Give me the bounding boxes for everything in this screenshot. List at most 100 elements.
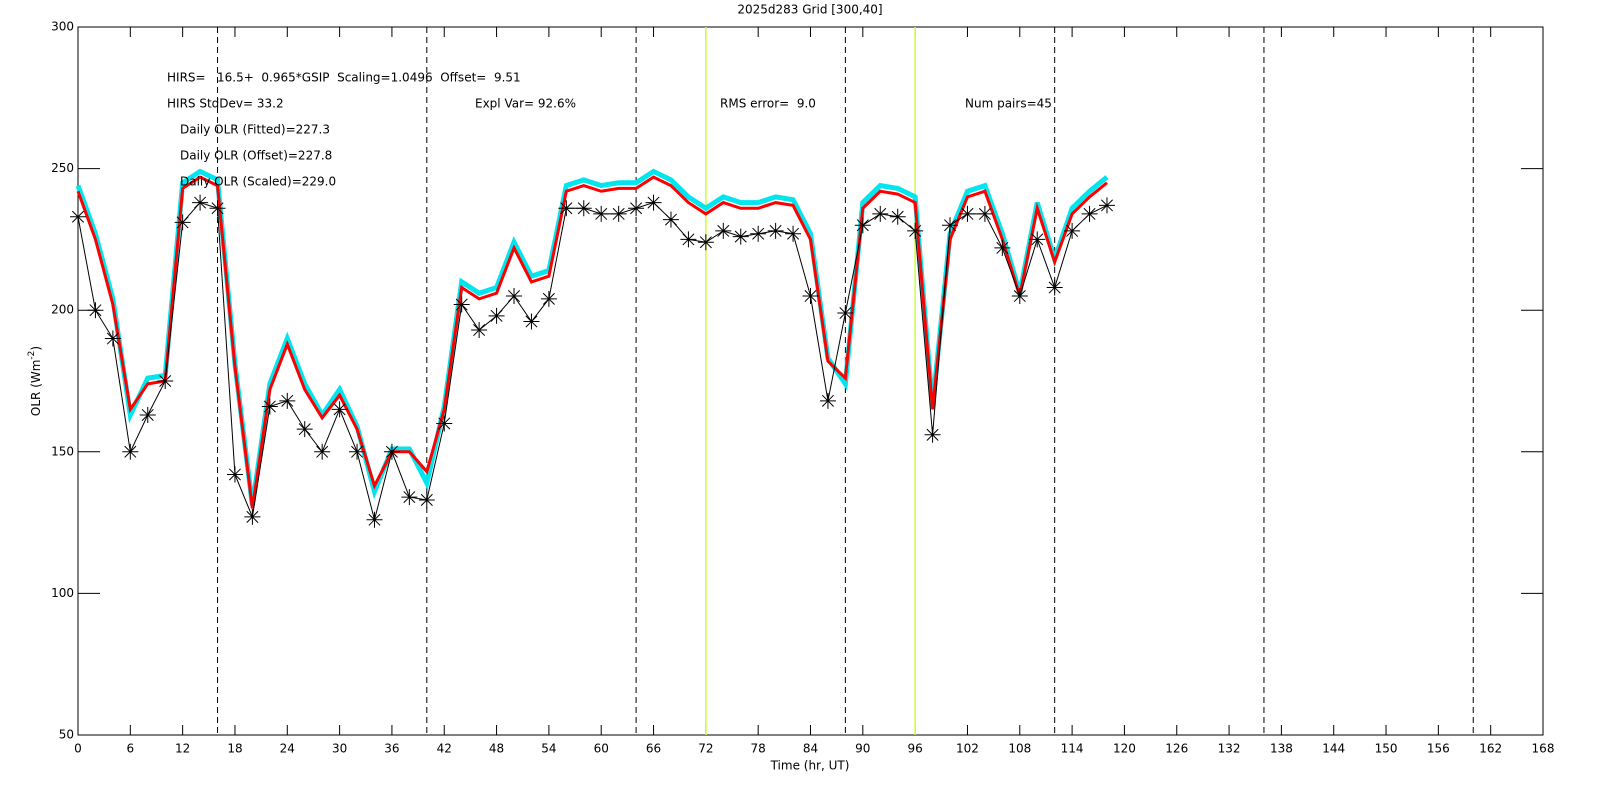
asterisk-marker: [488, 307, 505, 324]
x-tick-label: 96: [908, 742, 923, 756]
annotation: HIRS StdDev= 33.2: [167, 97, 284, 111]
asterisk-marker: [1011, 288, 1028, 305]
asterisk-marker: [1064, 222, 1081, 239]
asterisk-marker: [732, 228, 749, 245]
x-tick-label: 6: [127, 742, 135, 756]
asterisk-marker: [104, 330, 121, 347]
asterisk-marker: [854, 217, 871, 234]
x-tick-label: 120: [1113, 742, 1136, 756]
asterisk-marker: [785, 225, 802, 242]
asterisk-marker: [750, 225, 767, 242]
asterisk-marker: [122, 443, 139, 460]
x-tick-label: 156: [1427, 742, 1450, 756]
annotation: Daily OLR (Fitted)=227.3: [180, 123, 330, 137]
asterisk-marker: [645, 194, 662, 211]
asterisk-marker: [819, 392, 836, 409]
asterisk-marker: [70, 208, 86, 225]
asterisk-marker: [575, 200, 592, 217]
asterisk-marker: [889, 208, 906, 225]
x-tick-label: 168: [1532, 742, 1555, 756]
asterisk-marker: [540, 290, 557, 307]
x-tick-label: 138: [1270, 742, 1293, 756]
asterisk-marker: [802, 288, 819, 305]
asterisk-marker: [959, 205, 976, 222]
y-tick-label: 200: [51, 303, 74, 317]
x-tick-label: 66: [646, 742, 661, 756]
asterisk-marker: [296, 421, 313, 438]
asterisk-marker: [471, 322, 488, 339]
asterisk-marker: [697, 234, 714, 251]
annotation: RMS error= 9.0: [720, 97, 816, 111]
asterisk-marker: [157, 373, 174, 389]
y-tick-label: 150: [51, 444, 74, 458]
x-tick-label: 72: [698, 742, 713, 756]
asterisk-marker: [523, 313, 540, 330]
asterisk-marker: [453, 296, 470, 313]
series-line: [77, 202, 1108, 520]
x-tick-label: 18: [227, 742, 242, 756]
asterisk-marker: [174, 214, 191, 231]
asterisk-marker: [628, 200, 645, 217]
asterisk-marker: [715, 222, 732, 239]
x-tick-label: 114: [1061, 742, 1084, 756]
x-tick-label: 84: [803, 742, 818, 756]
asterisk-marker: [1029, 231, 1046, 248]
x-tick-label: 12: [175, 742, 190, 756]
x-tick-label: 36: [384, 742, 399, 756]
asterisk-marker: [87, 302, 104, 319]
chart-title: 2025d283 Grid [300,40]: [737, 3, 882, 17]
x-tick-label: 48: [489, 742, 504, 756]
asterisk-marker: [680, 231, 697, 248]
asterisk-marker: [261, 398, 278, 415]
x-axis-label: Time (hr, UT): [770, 759, 850, 773]
asterisk-marker: [872, 205, 889, 222]
x-tick-label: 0: [74, 742, 82, 756]
y-tick-label: 300: [51, 20, 74, 34]
x-tick-label: 24: [280, 742, 295, 756]
x-tick-label: 78: [751, 742, 766, 756]
asterisk-marker: [506, 288, 523, 305]
x-tick-label: 144: [1322, 742, 1345, 756]
asterisk-marker: [349, 443, 366, 460]
asterisk-marker: [1098, 197, 1115, 214]
x-tick-label: 90: [855, 742, 870, 756]
annotation: Daily OLR (Scaled)=229.0: [180, 175, 336, 189]
asterisk-marker: [383, 443, 400, 460]
asterisk-marker: [314, 443, 331, 460]
annotation: Expl Var= 92.6%: [475, 97, 576, 111]
asterisk-marker: [226, 466, 243, 483]
asterisk-marker: [209, 200, 226, 217]
annotation: Num pairs=45: [965, 97, 1052, 111]
asterisk-marker: [558, 200, 575, 217]
x-tick-label: 102: [956, 742, 979, 756]
x-tick-label: 150: [1375, 742, 1398, 756]
x-tick-label: 108: [1008, 742, 1031, 756]
asterisk-marker: [610, 205, 627, 222]
y-tick-label: 50: [59, 728, 74, 742]
asterisk-marker: [593, 205, 610, 222]
asterisk-marker: [976, 205, 993, 222]
y-axis-label: OLR (Wm-2): [27, 346, 43, 416]
annotation: HIRS= 16.5+ 0.965*GSIP Scaling=1.0496 Of…: [167, 71, 521, 85]
x-tick-label: 42: [437, 742, 452, 756]
x-tick-label: 132: [1218, 742, 1241, 756]
asterisk-marker: [662, 211, 679, 228]
asterisk-marker: [767, 222, 784, 239]
x-tick-label: 162: [1479, 742, 1502, 756]
asterisk-marker: [244, 508, 261, 525]
y-label-end: ): [29, 346, 43, 351]
asterisk-marker: [1081, 205, 1098, 222]
asterisk-marker: [279, 392, 296, 409]
x-tick-label: 54: [541, 742, 556, 756]
asterisk-marker: [1046, 279, 1063, 296]
asterisk-marker: [192, 194, 209, 211]
asterisk-marker: [331, 401, 348, 418]
series-line: [76, 175, 1108, 509]
asterisk-marker: [994, 239, 1011, 256]
asterisk-marker: [924, 426, 941, 443]
asterisk-marker: [942, 217, 959, 234]
x-tick-label: 30: [332, 742, 347, 756]
y-label-sup: -2: [27, 351, 37, 360]
asterisk-marker: [837, 305, 854, 322]
